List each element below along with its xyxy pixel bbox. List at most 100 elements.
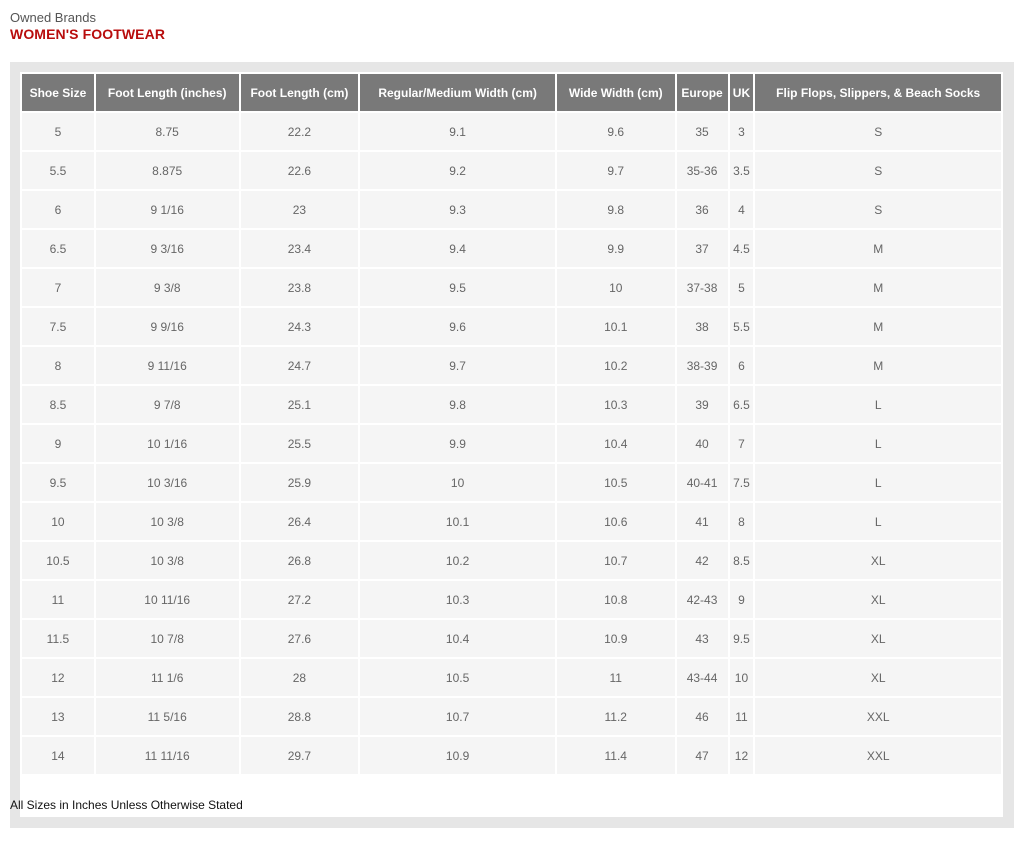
table-cell: 10: [729, 659, 754, 696]
table-cell: XL: [755, 542, 1001, 579]
table-cell: 26.4: [240, 503, 359, 540]
table-row: 9 10 1/16 25.5 9.9 10.4 40 7 L: [22, 425, 1001, 462]
table-cell: 10 3/8: [95, 542, 239, 579]
table-cell: 7: [729, 425, 754, 462]
table-cell: 35: [676, 113, 728, 150]
table-cell: 38-39: [676, 347, 728, 384]
table-cell: 10: [360, 464, 555, 501]
table-cell: 10.3: [556, 386, 675, 423]
table-cell: 9.8: [556, 191, 675, 228]
table-row: 13 11 5/16 28.8 10.7 11.2 46 11 XXL: [22, 698, 1001, 735]
table-cell: 10.5: [22, 542, 94, 579]
table-cell: 10 3/8: [95, 503, 239, 540]
column-header: UK: [729, 74, 754, 111]
table-cell: 9.6: [360, 308, 555, 345]
table-cell: 5.5: [22, 152, 94, 189]
table-cell: 37-38: [676, 269, 728, 306]
table-cell: XXL: [755, 737, 1001, 774]
table-cell: 8.875: [95, 152, 239, 189]
table-cell: 22.6: [240, 152, 359, 189]
table-cell: 8: [22, 347, 94, 384]
table-cell: 11: [556, 659, 675, 696]
table-cell: 43-44: [676, 659, 728, 696]
table-cell: 23.8: [240, 269, 359, 306]
table-cell: L: [755, 464, 1001, 501]
table-cell: 10.4: [556, 425, 675, 462]
table-cell: 25.9: [240, 464, 359, 501]
table-cell: 9.1: [360, 113, 555, 150]
table-cell: 3: [729, 113, 754, 150]
table-cell: 47: [676, 737, 728, 774]
table-cell: 9 1/16: [95, 191, 239, 228]
size-chart-table: Shoe Size Foot Length (inches) Foot Leng…: [20, 72, 1003, 776]
table-cell: 11 5/16: [95, 698, 239, 735]
table-cell: 6: [729, 347, 754, 384]
table-cell: 24.3: [240, 308, 359, 345]
column-header: Wide Width (cm): [556, 74, 675, 111]
table-cell: 7.5: [22, 308, 94, 345]
column-header: Foot Length (cm): [240, 74, 359, 111]
table-cell: 23.4: [240, 230, 359, 267]
table-cell: 10.1: [360, 503, 555, 540]
table-cell: 25.1: [240, 386, 359, 423]
table-cell: 9.9: [360, 425, 555, 462]
table-cell: 8.5: [22, 386, 94, 423]
table-cell: M: [755, 308, 1001, 345]
table-cell: 9 3/8: [95, 269, 239, 306]
table-cell: 5: [22, 113, 94, 150]
table-cell: 40: [676, 425, 728, 462]
table-cell: 7: [22, 269, 94, 306]
table-cell: 5: [729, 269, 754, 306]
table-cell: 10.5: [556, 464, 675, 501]
table-cell: 9.7: [360, 347, 555, 384]
table-cell: 36: [676, 191, 728, 228]
table-cell: 9.9: [556, 230, 675, 267]
table-cell: 11: [729, 698, 754, 735]
table-cell: 10.2: [360, 542, 555, 579]
table-cell: 11.4: [556, 737, 675, 774]
table-cell: 13: [22, 698, 94, 735]
table-cell: S: [755, 191, 1001, 228]
table-cell: L: [755, 503, 1001, 540]
table-cell: 25.5: [240, 425, 359, 462]
column-header: Foot Length (inches): [95, 74, 239, 111]
table-cell: 9.5: [22, 464, 94, 501]
table-cell: 12: [729, 737, 754, 774]
table-cell: 4: [729, 191, 754, 228]
table-cell: 11 11/16: [95, 737, 239, 774]
table-row: 8.5 9 7/8 25.1 9.8 10.3 39 6.5 L: [22, 386, 1001, 423]
brand-label: Owned Brands: [10, 10, 96, 25]
table-cell: 10.5: [360, 659, 555, 696]
table-cell: 9.8: [360, 386, 555, 423]
table-cell: 11.2: [556, 698, 675, 735]
table-cell: 23: [240, 191, 359, 228]
table-cell: 27.6: [240, 620, 359, 657]
table-cell: 9.5: [729, 620, 754, 657]
column-header: Europe: [676, 74, 728, 111]
table-cell: 10.9: [556, 620, 675, 657]
table-cell: 10 7/8: [95, 620, 239, 657]
table-row: 6.5 9 3/16 23.4 9.4 9.9 37 4.5 M: [22, 230, 1001, 267]
table-cell: 10 11/16: [95, 581, 239, 618]
table-cell: 9: [22, 425, 94, 462]
table-row: 10 10 3/8 26.4 10.1 10.6 41 8 L: [22, 503, 1001, 540]
table-cell: 9.4: [360, 230, 555, 267]
table-cell: 27.2: [240, 581, 359, 618]
table-cell: XXL: [755, 698, 1001, 735]
table-cell: 4.5: [729, 230, 754, 267]
table-cell: 42-43: [676, 581, 728, 618]
table-cell: L: [755, 386, 1001, 423]
table-cell: 39: [676, 386, 728, 423]
column-header: Flip Flops, Slippers, & Beach Socks: [755, 74, 1001, 111]
size-chart-container: Shoe Size Foot Length (inches) Foot Leng…: [20, 72, 1003, 817]
table-cell: 8.5: [729, 542, 754, 579]
table-cell: 37: [676, 230, 728, 267]
table-row: 12 11 1/6 28 10.5 11 43-44 10 XL: [22, 659, 1001, 696]
table-cell: L: [755, 425, 1001, 462]
table-cell: 8.75: [95, 113, 239, 150]
table-row: 11 10 11/16 27.2 10.3 10.8 42-43 9 XL: [22, 581, 1001, 618]
table-cell: 7.5: [729, 464, 754, 501]
table-row: 10.5 10 3/8 26.8 10.2 10.7 42 8.5 XL: [22, 542, 1001, 579]
table-cell: 22.2: [240, 113, 359, 150]
